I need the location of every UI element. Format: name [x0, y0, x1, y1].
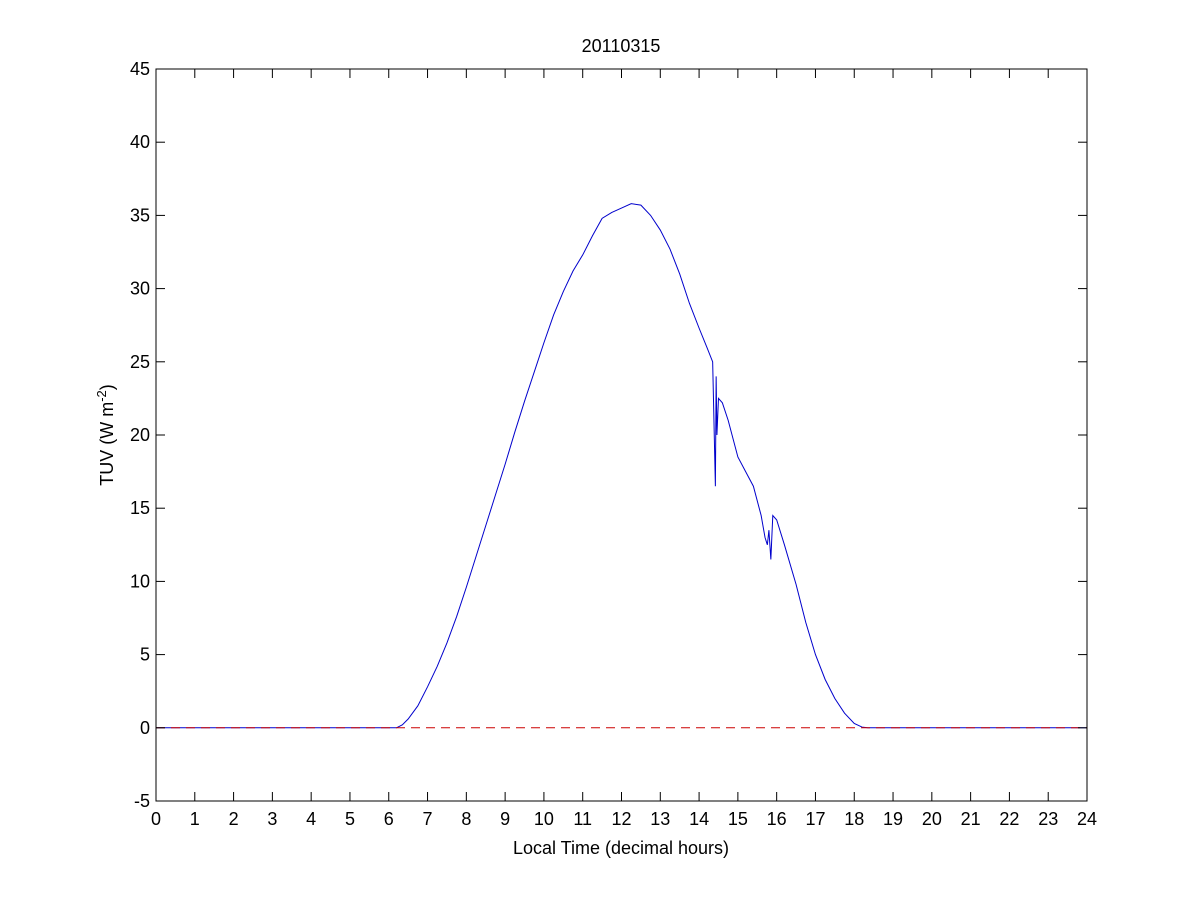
- chart-title: 20110315: [582, 36, 661, 56]
- y-axis-label: TUV (W m-2): [94, 384, 118, 486]
- y-tick-label: 40: [130, 132, 150, 152]
- x-tick-label: 13: [650, 809, 670, 829]
- x-tick-label: 21: [961, 809, 981, 829]
- plot-area: 0 1 2 3 4 5 6 7 8 9 10 11 12 13 14 15 16 17 18 19 20 21 22 23 24…: [130, 59, 1097, 829]
- x-tick-label: 19: [883, 809, 903, 829]
- x-axis-label: Local Time (decimal hours): [513, 838, 729, 858]
- x-tick-label: 12: [611, 809, 631, 829]
- x-tick-label: 5: [345, 809, 355, 829]
- y-tick-label: 10: [130, 571, 150, 591]
- x-tick-label: 7: [423, 809, 433, 829]
- x-tick-label: 15: [728, 809, 748, 829]
- x-tick-label: 14: [689, 809, 709, 829]
- x-tick-label: 0: [151, 809, 161, 829]
- x-tick-label: 1: [190, 809, 200, 829]
- tuv-series-line: [156, 203, 1087, 729]
- x-tick-label: 9: [500, 809, 510, 829]
- y-tick-label: -5: [134, 791, 150, 811]
- x-tick-label: 3: [267, 809, 277, 829]
- y-axis-label-superscript: -2: [94, 390, 109, 402]
- x-tick-label: 2: [229, 809, 239, 829]
- y-tick-label: 0: [140, 718, 150, 738]
- x-tick-label: 4: [306, 809, 316, 829]
- y-tick-label: 20: [130, 425, 150, 445]
- y-axis-label-close: ): [97, 384, 117, 390]
- y-tick-label: 25: [130, 352, 150, 372]
- y-tick-label: 35: [130, 205, 150, 225]
- x-tick-label: 8: [461, 809, 471, 829]
- x-tick-label: 10: [534, 809, 554, 829]
- y-tick-label: 30: [130, 279, 150, 299]
- x-tick-label: 20: [922, 809, 942, 829]
- y-axis-label-main: TUV (W m: [97, 402, 117, 486]
- y-tick-label: 45: [130, 59, 150, 79]
- y-tick-label: 5: [140, 645, 150, 665]
- x-tick-label: 16: [767, 809, 787, 829]
- x-tick-label: 17: [805, 809, 825, 829]
- x-tick-label: 24: [1077, 809, 1097, 829]
- x-tick-label: 23: [1038, 809, 1058, 829]
- x-tick-label: 22: [999, 809, 1019, 829]
- x-tick-label: 6: [384, 809, 394, 829]
- y-tick-label: 15: [130, 498, 150, 518]
- x-tick-label: 18: [844, 809, 864, 829]
- x-tick-label: 11: [573, 809, 592, 829]
